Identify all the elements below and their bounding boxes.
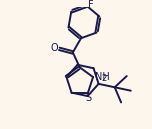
Text: O: O — [50, 43, 58, 53]
Text: NH: NH — [95, 72, 110, 82]
Text: 2: 2 — [101, 74, 107, 83]
Text: F: F — [88, 0, 94, 10]
Text: S: S — [85, 93, 91, 103]
